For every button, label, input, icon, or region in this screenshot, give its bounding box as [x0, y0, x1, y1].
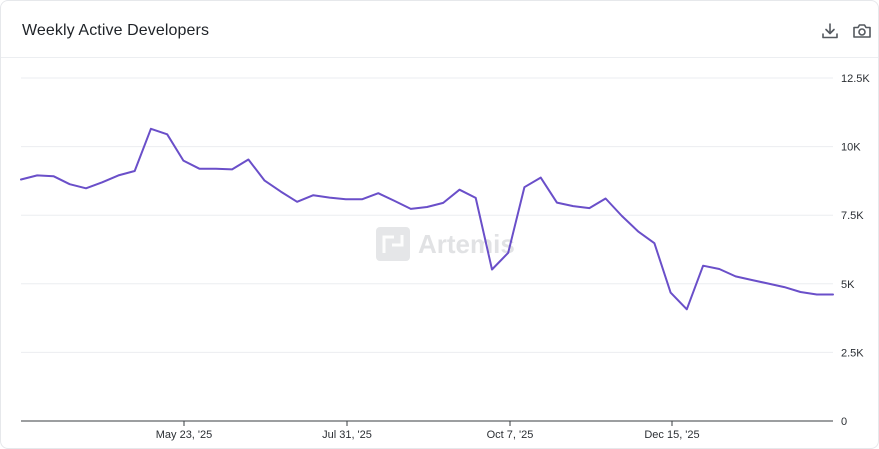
download-icon — [822, 23, 838, 39]
x-axis: May 23, '25 Jul 31, '25 Oct 7, '25 Dec 15, … — [21, 420, 833, 441]
y-axis: 0 2.5K 5K 7.5K 10K 12.5K — [841, 73, 870, 428]
x-tick-label: Oct 7, '25 — [487, 429, 534, 441]
y-tick-label: 0 — [841, 416, 847, 428]
y-tick-label: 10K — [841, 142, 861, 154]
series-line — [20, 127, 834, 311]
y-tick-label: 5K — [841, 279, 855, 291]
x-tick-label: May 23, '25 — [156, 429, 213, 441]
camera-icon — [853, 24, 871, 38]
watermark-text: Artemis — [418, 229, 515, 259]
chart-title: Weekly Active Developers — [22, 22, 210, 39]
gridlines — [21, 77, 833, 353]
x-tick-label: Jul 31, '25 — [322, 429, 372, 441]
y-tick-label: 2.5K — [841, 347, 864, 359]
artemis-watermark: Artemis — [376, 227, 515, 261]
x-tick-label: Dec 15, '25 — [644, 429, 699, 441]
download-button[interactable] — [818, 19, 842, 43]
screenshot-button[interactable] — [850, 19, 874, 43]
y-tick-label: 7.5K — [841, 210, 864, 222]
series-group — [20, 127, 834, 311]
y-tick-label: 12.5K — [841, 73, 870, 85]
card-header: Weekly Active Developers — [1, 1, 878, 58]
